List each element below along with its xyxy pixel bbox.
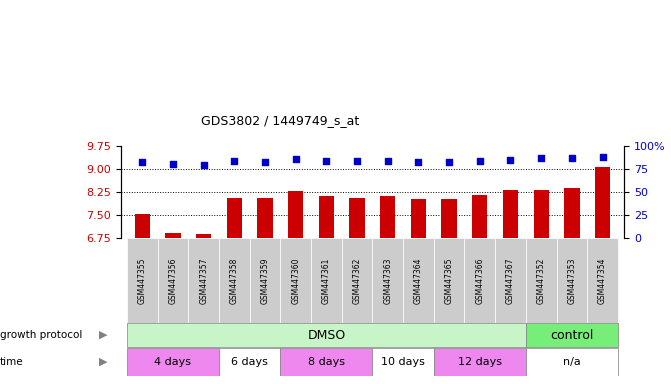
Point bbox=[168, 161, 178, 167]
FancyBboxPatch shape bbox=[158, 238, 189, 323]
FancyBboxPatch shape bbox=[526, 323, 618, 347]
Text: GSM447356: GSM447356 bbox=[168, 257, 177, 304]
Text: GSM447366: GSM447366 bbox=[475, 257, 484, 304]
Point bbox=[198, 162, 209, 168]
Point bbox=[291, 156, 301, 162]
Text: ▶: ▶ bbox=[99, 357, 107, 367]
Point bbox=[352, 157, 362, 164]
Bar bbox=[472, 195, 487, 238]
FancyBboxPatch shape bbox=[403, 238, 433, 323]
Text: GSM447359: GSM447359 bbox=[260, 257, 270, 304]
Point bbox=[505, 157, 516, 163]
Text: GSM447363: GSM447363 bbox=[383, 257, 393, 304]
Bar bbox=[258, 199, 272, 238]
Point bbox=[597, 154, 608, 160]
Bar bbox=[288, 191, 303, 238]
FancyBboxPatch shape bbox=[556, 238, 587, 323]
FancyBboxPatch shape bbox=[219, 348, 280, 376]
Text: GSM447362: GSM447362 bbox=[352, 257, 362, 303]
FancyBboxPatch shape bbox=[280, 348, 372, 376]
FancyBboxPatch shape bbox=[526, 348, 618, 376]
Point bbox=[566, 155, 577, 161]
FancyBboxPatch shape bbox=[127, 323, 526, 347]
Text: control: control bbox=[550, 329, 594, 341]
Point bbox=[444, 159, 454, 165]
Bar bbox=[411, 199, 426, 238]
Bar bbox=[442, 199, 457, 238]
FancyBboxPatch shape bbox=[433, 238, 464, 323]
Point bbox=[321, 157, 331, 164]
Bar bbox=[227, 198, 242, 238]
Text: GSM447352: GSM447352 bbox=[537, 257, 546, 303]
Bar bbox=[319, 196, 334, 238]
Bar bbox=[196, 234, 211, 238]
Text: time: time bbox=[0, 357, 23, 367]
Bar bbox=[503, 190, 518, 238]
FancyBboxPatch shape bbox=[250, 238, 280, 323]
FancyBboxPatch shape bbox=[219, 238, 250, 323]
FancyBboxPatch shape bbox=[189, 238, 219, 323]
FancyBboxPatch shape bbox=[464, 238, 495, 323]
Bar bbox=[350, 198, 365, 238]
Bar bbox=[380, 196, 395, 238]
Point bbox=[260, 159, 270, 165]
Text: GSM447367: GSM447367 bbox=[506, 257, 515, 304]
Text: ▶: ▶ bbox=[99, 330, 107, 340]
Text: GSM447365: GSM447365 bbox=[445, 257, 454, 304]
Text: 12 days: 12 days bbox=[458, 357, 502, 367]
Text: GSM447364: GSM447364 bbox=[414, 257, 423, 304]
Text: GDS3802 / 1449749_s_at: GDS3802 / 1449749_s_at bbox=[201, 114, 360, 127]
Bar bbox=[165, 233, 180, 238]
FancyBboxPatch shape bbox=[587, 238, 618, 323]
Text: GSM447357: GSM447357 bbox=[199, 257, 208, 304]
Text: 6 days: 6 days bbox=[231, 357, 268, 367]
Text: 8 days: 8 days bbox=[308, 357, 345, 367]
Text: GSM447353: GSM447353 bbox=[568, 257, 576, 304]
FancyBboxPatch shape bbox=[280, 238, 311, 323]
FancyBboxPatch shape bbox=[526, 238, 556, 323]
Text: n/a: n/a bbox=[563, 357, 580, 367]
Text: DMSO: DMSO bbox=[307, 329, 346, 341]
FancyBboxPatch shape bbox=[127, 348, 219, 376]
Text: GSM447355: GSM447355 bbox=[138, 257, 147, 304]
FancyBboxPatch shape bbox=[372, 348, 433, 376]
Text: GSM447361: GSM447361 bbox=[322, 257, 331, 303]
FancyBboxPatch shape bbox=[433, 348, 526, 376]
FancyBboxPatch shape bbox=[342, 238, 372, 323]
Point bbox=[229, 157, 240, 164]
Text: GSM447360: GSM447360 bbox=[291, 257, 300, 304]
Point bbox=[413, 159, 424, 165]
Point bbox=[536, 155, 547, 161]
Point bbox=[382, 157, 393, 164]
Bar bbox=[595, 167, 610, 238]
FancyBboxPatch shape bbox=[311, 238, 342, 323]
Text: growth protocol: growth protocol bbox=[0, 330, 83, 340]
Bar bbox=[135, 214, 150, 238]
Bar bbox=[533, 190, 549, 238]
Text: 4 days: 4 days bbox=[154, 357, 191, 367]
FancyBboxPatch shape bbox=[495, 238, 526, 323]
Point bbox=[474, 157, 485, 164]
FancyBboxPatch shape bbox=[127, 238, 158, 323]
Text: GSM447354: GSM447354 bbox=[598, 257, 607, 304]
Text: 10 days: 10 days bbox=[381, 357, 425, 367]
Text: GSM447358: GSM447358 bbox=[230, 257, 239, 303]
Bar bbox=[564, 188, 580, 238]
FancyBboxPatch shape bbox=[372, 238, 403, 323]
Point bbox=[137, 159, 148, 165]
